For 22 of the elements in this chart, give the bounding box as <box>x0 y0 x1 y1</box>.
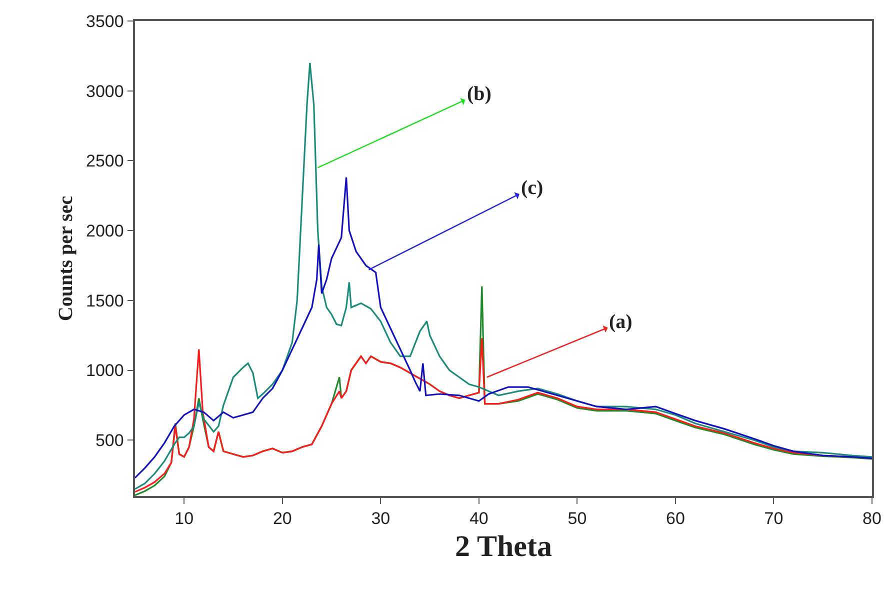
x-tick-label: 10 <box>174 509 194 528</box>
y-tick-label: 1000 <box>86 361 124 380</box>
x-tick-label: 20 <box>272 509 292 528</box>
y-tick-label: 1500 <box>86 291 124 310</box>
annotation: (b) <box>467 83 492 105</box>
x-tick-label: 70 <box>764 509 784 528</box>
y-axis-title: Counts per sec <box>55 196 78 322</box>
y-tick-label: 3500 <box>86 12 124 31</box>
x-tick-label: 40 <box>469 509 488 528</box>
x-tick-label: 80 <box>862 509 882 528</box>
x-axis-title: 2 Theta <box>455 530 552 564</box>
y-tick-label: 500 <box>95 431 124 450</box>
line-series <box>135 176 872 479</box>
line-series <box>135 62 872 490</box>
y-tick-label: 2500 <box>86 152 124 171</box>
x-tick-label: 50 <box>568 509 587 528</box>
y-tick-label: 2000 <box>86 222 124 241</box>
annotation: (a) <box>609 311 632 333</box>
annotation: (c) <box>521 177 544 199</box>
y-tick-label: 3000 <box>86 82 124 101</box>
x-tick-label: 60 <box>666 509 685 528</box>
x-tick-label: 30 <box>371 509 390 528</box>
